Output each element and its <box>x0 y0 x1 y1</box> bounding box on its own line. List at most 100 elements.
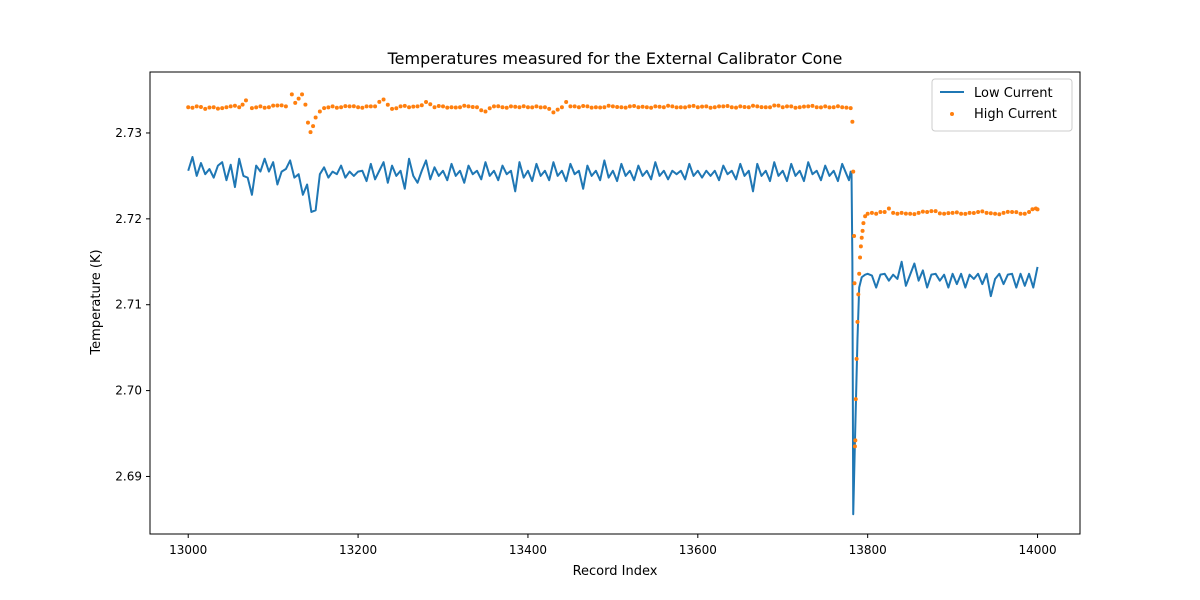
data-point-high-current <box>598 105 603 110</box>
data-point-high-current <box>865 211 870 216</box>
data-point-high-current <box>517 105 522 110</box>
data-point-high-current <box>521 104 526 109</box>
data-point-high-current <box>859 235 864 240</box>
data-point-high-current <box>695 105 700 110</box>
data-point-high-current <box>678 105 683 110</box>
data-point-high-current <box>538 105 543 110</box>
data-point-high-current <box>912 212 917 217</box>
data-point-high-current <box>810 103 815 108</box>
data-point-high-current <box>780 105 785 110</box>
series-line-low-current <box>187 156 1039 516</box>
data-point-high-current <box>479 108 484 113</box>
x-tick-label: 13200 <box>339 543 377 557</box>
data-point-high-current <box>458 105 462 110</box>
data-point-high-current <box>908 211 913 216</box>
data-point-high-current <box>220 106 225 111</box>
data-point-high-current <box>589 105 594 110</box>
x-tick-label: 13600 <box>679 543 717 557</box>
data-point-high-current <box>491 104 496 109</box>
data-point-high-current <box>500 105 505 110</box>
data-point-high-current <box>848 106 853 111</box>
data-point-high-current <box>322 106 327 111</box>
data-point-high-current <box>784 104 789 109</box>
y-tick-label: 2.71 <box>115 298 142 312</box>
data-point-high-current <box>823 104 828 109</box>
data-point-high-current <box>858 244 863 249</box>
data-point-high-current <box>691 103 696 108</box>
data-point-high-current <box>610 104 615 109</box>
data-point-high-current <box>564 100 569 105</box>
data-point-high-current <box>755 104 760 109</box>
data-point-high-current <box>525 105 530 110</box>
data-point-high-current <box>742 105 747 110</box>
data-point-high-current <box>334 105 339 110</box>
data-point-high-current <box>619 105 624 110</box>
data-point-high-current <box>474 105 479 110</box>
data-point-high-current <box>1022 211 1027 216</box>
data-point-high-current <box>644 105 649 110</box>
data-point-high-current <box>271 103 276 108</box>
data-point-high-current <box>920 209 925 214</box>
data-point-high-current <box>776 103 781 108</box>
data-point-high-current <box>937 211 942 216</box>
legend-label-low-current: Low Current <box>974 86 1053 101</box>
data-point-high-current <box>869 210 874 215</box>
data-point-high-current <box>942 211 947 216</box>
data-point-high-current <box>364 104 369 109</box>
data-point-high-current <box>381 97 386 102</box>
data-point-high-current <box>623 105 628 110</box>
data-point-high-current <box>704 104 709 109</box>
data-point-high-current <box>827 105 832 110</box>
data-point-high-current <box>853 438 858 443</box>
data-point-high-current <box>831 105 836 110</box>
data-point-high-current <box>419 103 424 108</box>
data-point-high-current <box>243 98 248 103</box>
data-point-high-current <box>835 104 840 109</box>
data-point-high-current <box>768 105 772 110</box>
data-point-high-current <box>712 105 717 110</box>
y-tick-label: 2.70 <box>115 384 142 398</box>
data-point-high-current <box>860 228 865 233</box>
data-point-high-current <box>687 104 692 109</box>
data-point-high-current <box>858 255 863 260</box>
data-point-high-current <box>296 96 301 101</box>
data-point-high-current <box>891 210 896 215</box>
data-point-high-current <box>293 100 298 105</box>
data-point-high-current <box>289 92 294 97</box>
data-point-high-current <box>385 102 390 107</box>
data-point-high-current <box>424 100 429 105</box>
data-point-high-current <box>653 104 658 109</box>
data-point-high-current <box>483 109 488 114</box>
data-point-high-current <box>984 210 989 215</box>
data-point-high-current <box>670 104 675 109</box>
data-point-high-current <box>929 209 934 214</box>
data-point-high-current <box>266 105 271 110</box>
data-point-high-current <box>946 211 951 216</box>
data-point-high-current <box>394 106 399 111</box>
data-point-high-current <box>797 105 802 110</box>
data-point-high-current <box>861 221 866 226</box>
data-point-high-current <box>882 209 887 214</box>
data-point-high-current <box>725 104 730 109</box>
axes: 13000 13200 13400 13600 13800 14000 2.69 2.70 2.… <box>115 71 1081 557</box>
data-point-high-current <box>343 104 348 109</box>
plot-area <box>186 92 1040 516</box>
data-point-high-current <box>976 209 981 214</box>
data-point-high-current <box>854 356 859 361</box>
data-point-high-current <box>649 105 654 110</box>
data-point-high-current <box>640 104 645 109</box>
data-point-high-current <box>933 209 938 214</box>
data-point-high-current <box>211 105 216 110</box>
x-tick-label: 13400 <box>509 543 547 557</box>
data-point-high-current <box>746 105 751 110</box>
data-point-high-current <box>215 106 220 111</box>
x-axis-label: Record Index <box>573 564 658 579</box>
data-point-high-current <box>636 105 641 110</box>
data-point-high-current <box>899 210 904 215</box>
data-point-high-current <box>190 105 195 110</box>
y-tick-label: 2.73 <box>115 126 142 140</box>
data-point-high-current <box>572 104 577 109</box>
data-point-high-current <box>568 104 573 109</box>
data-point-high-current <box>674 105 679 110</box>
data-point-high-current <box>224 105 229 110</box>
